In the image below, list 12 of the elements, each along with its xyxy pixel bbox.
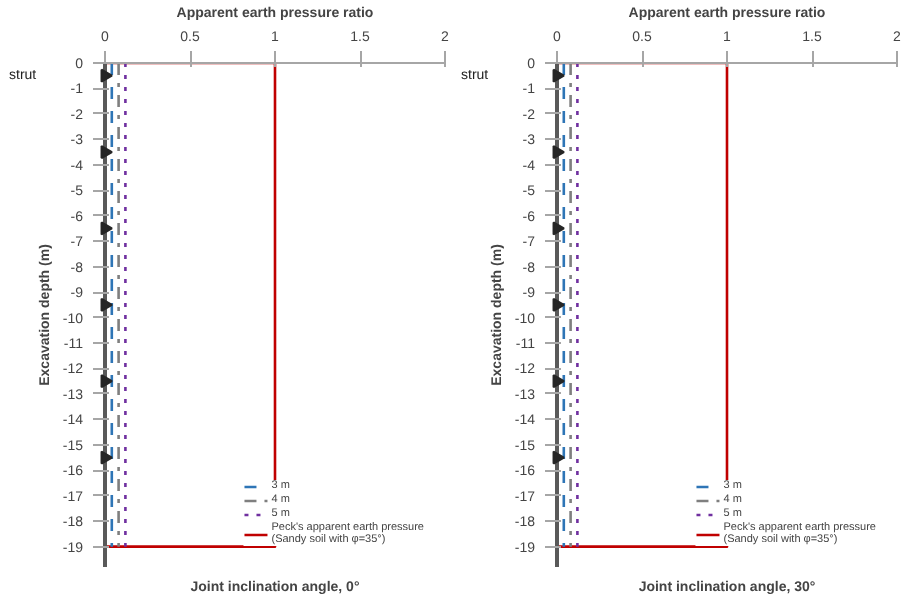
- point: [100, 297, 113, 312]
- point: [552, 221, 565, 236]
- point: [552, 68, 565, 83]
- point: [100, 68, 113, 83]
- point: [552, 374, 565, 389]
- point: [100, 145, 113, 160]
- point: [100, 450, 113, 465]
- point: [100, 374, 113, 389]
- point: [552, 450, 565, 465]
- point: [552, 297, 565, 312]
- point: [100, 221, 113, 236]
- point: [552, 145, 565, 160]
